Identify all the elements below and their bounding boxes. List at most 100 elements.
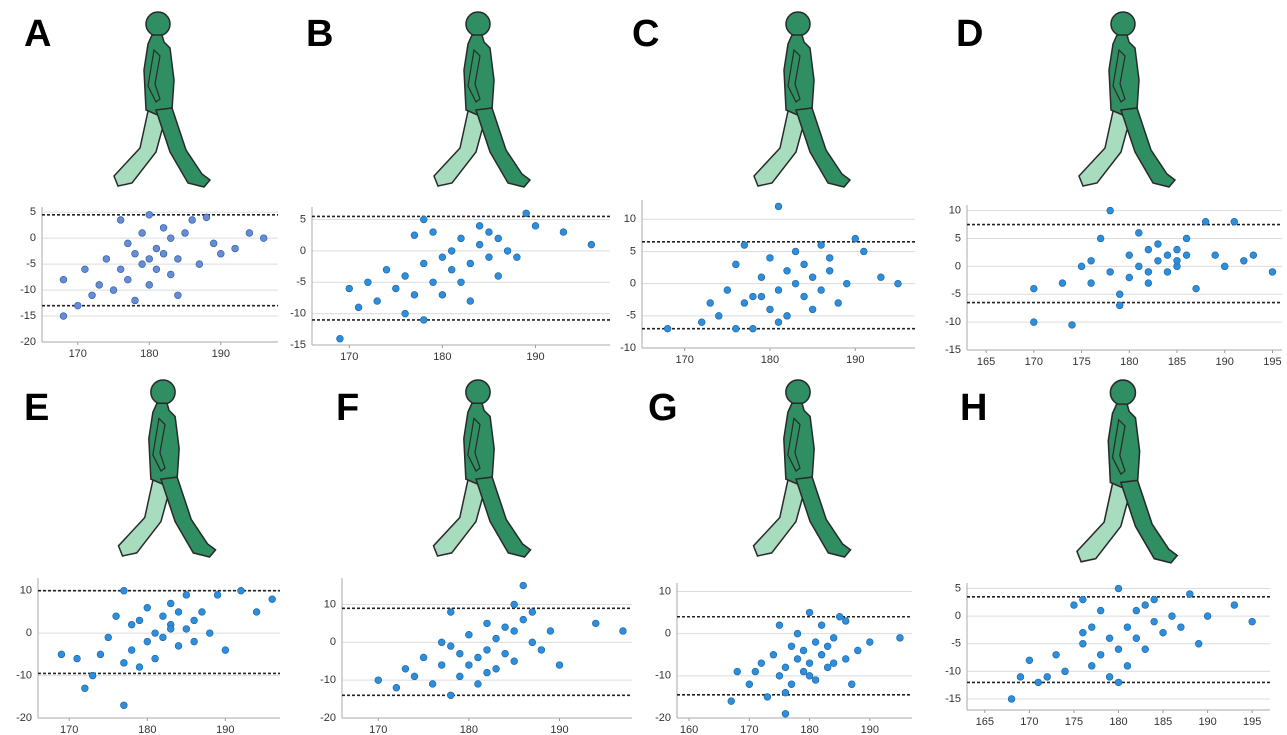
point (749, 292, 757, 301)
point (420, 259, 428, 268)
x-tick-label: 180 (460, 724, 478, 735)
point (774, 202, 783, 211)
point (174, 608, 183, 616)
point (182, 591, 191, 599)
point (783, 267, 791, 275)
point (791, 279, 800, 288)
point (112, 612, 120, 620)
point (474, 653, 482, 662)
walker-figure (753, 11, 851, 188)
x-tick-label: 175 (1072, 356, 1090, 368)
point (1163, 251, 1172, 259)
y-tick-label: 10 (324, 598, 336, 610)
point (354, 303, 363, 312)
y-tick-label: 0 (630, 278, 636, 290)
point (592, 619, 600, 628)
x-tick-label: 185 (1154, 716, 1172, 728)
point (1096, 234, 1105, 243)
point (209, 239, 218, 248)
point (81, 265, 89, 274)
point (1123, 623, 1132, 631)
point (1061, 667, 1069, 676)
point (528, 608, 537, 616)
point (531, 222, 540, 230)
x-tick-label: 170 (60, 724, 78, 735)
point (763, 693, 772, 701)
point (793, 655, 802, 663)
point (1221, 262, 1229, 271)
point (1248, 617, 1256, 626)
y-tick-label: -15 (945, 344, 961, 356)
point (774, 318, 783, 326)
y-tick-label: -5 (951, 638, 961, 650)
y-tick-label: 0 (300, 245, 306, 257)
point (519, 581, 527, 590)
point (1106, 206, 1114, 215)
x-tick-label: 180 (761, 354, 779, 366)
point (1125, 273, 1133, 282)
point (120, 701, 128, 709)
y-tick-label: -20 (655, 712, 671, 724)
point (805, 659, 814, 667)
point (410, 672, 419, 681)
point (860, 247, 868, 256)
point (437, 638, 446, 647)
point (817, 621, 826, 629)
point (808, 273, 817, 281)
walker-figure (1076, 379, 1179, 564)
x-tick-label: 170 (740, 724, 758, 735)
y-tick-label: 10 (949, 204, 961, 216)
point (781, 688, 790, 697)
point (259, 234, 268, 242)
point (447, 247, 456, 255)
point (420, 316, 428, 324)
point (1077, 262, 1086, 271)
point (221, 646, 230, 654)
y-tick-label: 0 (955, 260, 961, 272)
point (138, 260, 146, 268)
point (799, 667, 808, 676)
point (1096, 606, 1105, 615)
point (1249, 251, 1258, 259)
point (1182, 234, 1191, 243)
point (808, 305, 817, 314)
point (364, 278, 372, 286)
point (102, 255, 111, 263)
point (494, 272, 502, 280)
point (252, 608, 261, 616)
walker-figure (433, 11, 531, 188)
point (429, 228, 437, 236)
x-tick-label: 180 (1109, 716, 1127, 728)
point (1007, 695, 1016, 703)
y-tick-label: -5 (296, 276, 306, 288)
point (1135, 262, 1143, 271)
point (217, 250, 225, 258)
point (757, 292, 766, 301)
point (466, 259, 475, 268)
point (829, 659, 838, 667)
point (510, 627, 518, 635)
point (829, 634, 838, 642)
y-tick-label: -10 (320, 674, 336, 686)
point (74, 301, 82, 310)
point (206, 629, 214, 637)
point (57, 650, 66, 659)
point (587, 240, 596, 249)
point (766, 254, 774, 262)
y-tick-label: -10 (620, 342, 636, 354)
point (420, 215, 428, 224)
point (1173, 257, 1181, 265)
point (182, 625, 191, 633)
point (401, 665, 410, 673)
point (447, 608, 455, 616)
point (457, 234, 465, 243)
point (188, 216, 196, 224)
y-tick-label: -20 (20, 336, 36, 348)
point (81, 684, 89, 693)
point (457, 278, 465, 286)
point (1195, 640, 1203, 648)
point (198, 608, 206, 616)
point (732, 324, 740, 333)
point (1154, 240, 1162, 248)
y-tick-label: -10 (655, 670, 671, 682)
